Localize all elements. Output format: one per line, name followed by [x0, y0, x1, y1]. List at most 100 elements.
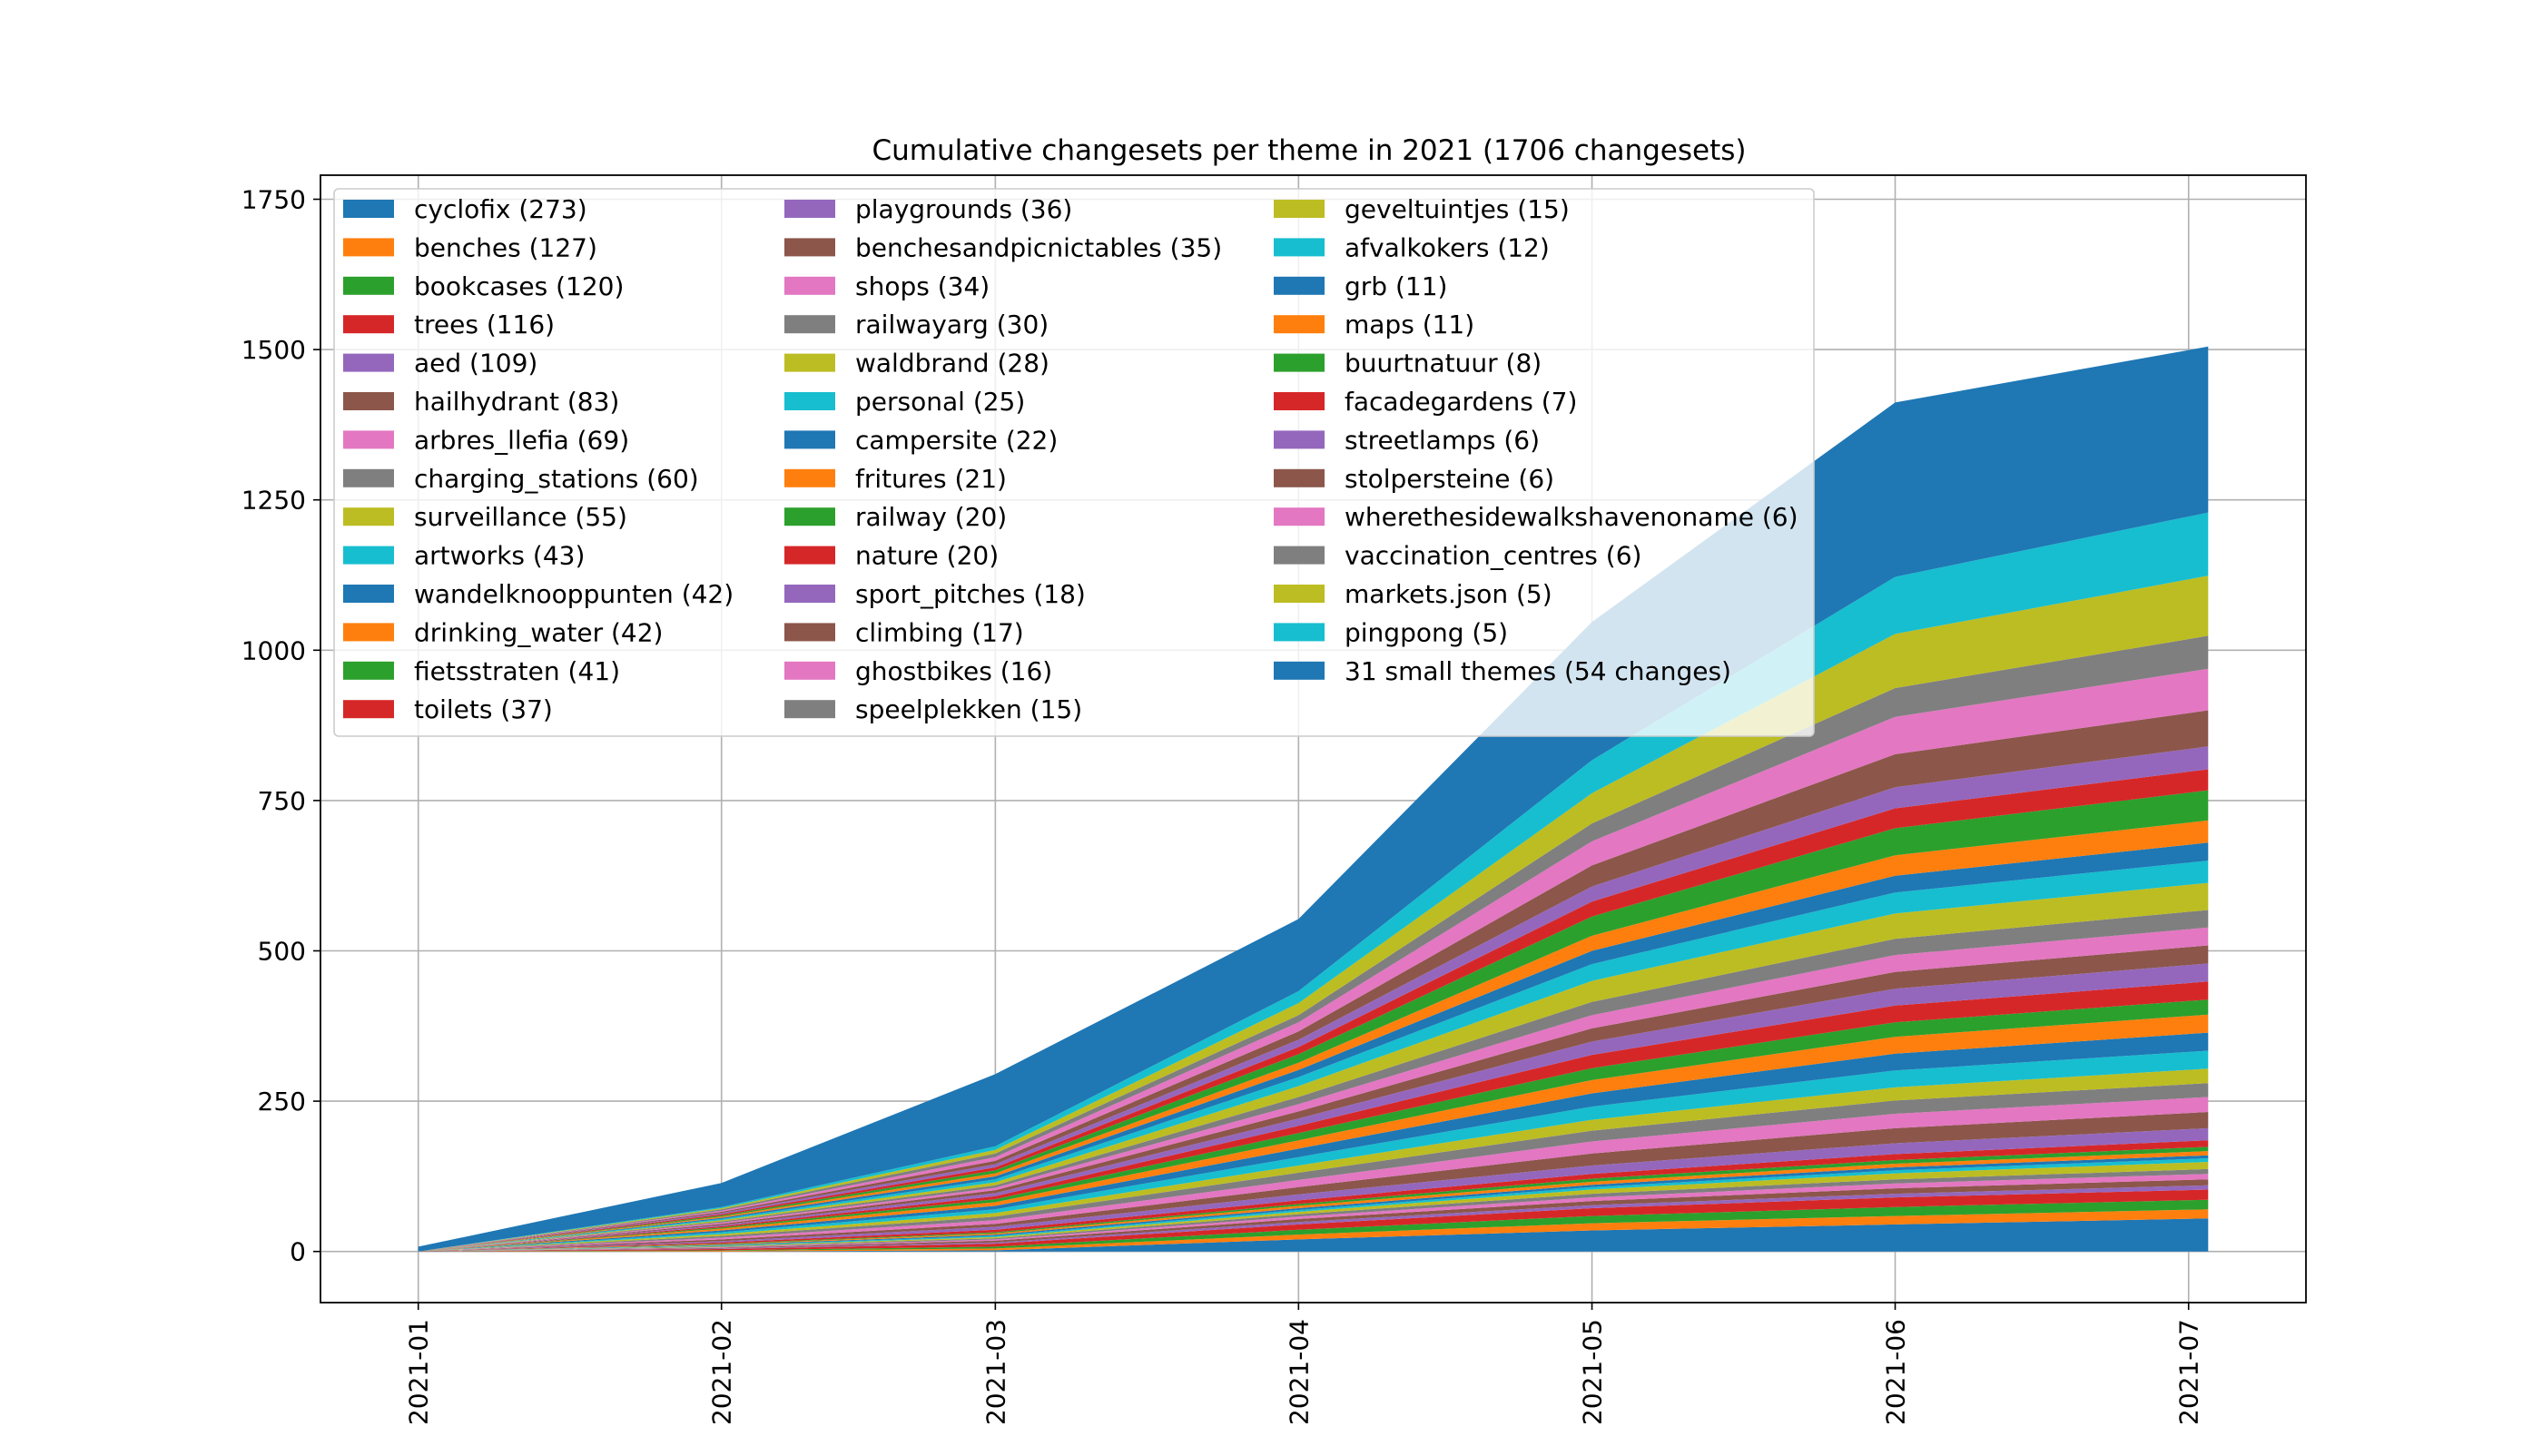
legend-swatch: [343, 200, 394, 218]
legend-label: nature (20): [855, 541, 999, 571]
area-series: [418, 963, 2209, 1252]
legend-label: playgrounds (36): [855, 194, 1072, 224]
area-series: [418, 1014, 2209, 1252]
legend-swatch: [784, 507, 835, 526]
legend-swatch: [784, 623, 835, 642]
legend-label: pingpong (5): [1345, 617, 1508, 647]
legend-swatch: [343, 392, 394, 410]
legend-swatch: [343, 623, 394, 642]
area-series: [418, 1168, 2209, 1252]
legend-label: surveillance (55): [414, 502, 627, 532]
legend-label: geveltuintjes (15): [1345, 194, 1570, 224]
legend-swatch: [784, 353, 835, 372]
legend-label: shops (34): [855, 271, 990, 301]
chart-title: Cumulative changesets per theme in 2021 …: [872, 134, 1746, 167]
area-series: [418, 999, 2209, 1252]
legend-swatch: [343, 546, 394, 565]
x-tick-label: 2021-01: [404, 1319, 434, 1425]
area-series: [418, 1158, 2209, 1252]
legend-swatch: [1274, 276, 1325, 295]
area-series: [418, 1112, 2209, 1252]
y-tick-label: 250: [258, 1087, 306, 1117]
legend-label: markets.json (5): [1345, 579, 1552, 609]
area-series: [418, 882, 2209, 1252]
legend-swatch: [343, 700, 394, 719]
legend-swatch: [343, 585, 394, 603]
y-tick-label: 1000: [241, 635, 306, 665]
y-tick-label: 0: [290, 1237, 306, 1267]
area-series: [418, 576, 2209, 1252]
legend-label: railwayarg (30): [855, 310, 1049, 339]
legend-box: [333, 188, 1815, 737]
area-series: [418, 1218, 2209, 1252]
legend-swatch: [784, 200, 835, 218]
x-tick-label: 2021-06: [1881, 1319, 1911, 1425]
legend-swatch: [343, 468, 394, 487]
axes-layer: 0 250 500 750 1000 1250 1500 1750 2021-01 2021-02…: [241, 174, 2307, 1425]
y-tick-label: 1500: [241, 335, 306, 365]
area-series: [418, 1146, 2209, 1252]
legend-swatch: [1274, 507, 1325, 526]
legend-swatch: [784, 585, 835, 603]
area-series: [418, 1083, 2209, 1252]
legend-label: waldbrand (28): [855, 349, 1049, 379]
legend-swatch: [343, 276, 394, 295]
legend-swatch: [343, 507, 394, 526]
legend-label: railway (20): [855, 502, 1007, 532]
legend-label: artworks (43): [414, 541, 585, 571]
y-tick-label: 1750: [241, 184, 306, 214]
area-series: [418, 1127, 2209, 1252]
legend-swatch: [343, 238, 394, 257]
area-series: [418, 1162, 2209, 1252]
legend-swatch: [1274, 315, 1325, 334]
legend-label: bookcases (120): [414, 271, 624, 301]
legend-label: vaccination_centres (6): [1345, 541, 1641, 571]
legend-label: aed (109): [414, 349, 537, 379]
x-tick-label: 2021-05: [1578, 1319, 1608, 1425]
x-tick-label: 2021-07: [2174, 1319, 2204, 1425]
legend-label: fietsstraten (41): [414, 656, 620, 686]
area-series: [418, 1050, 2209, 1252]
area-series: [418, 668, 2209, 1252]
legend-swatch: [784, 315, 835, 334]
legend-label: cyclofix (273): [414, 194, 587, 224]
legend-label: benchesandpicnictables (35): [855, 232, 1222, 262]
area-series: [418, 710, 2209, 1252]
area-series: [418, 1155, 2209, 1252]
legend-label: wherethesidewalkshavenoname (6): [1345, 502, 1798, 532]
legend-swatch: [784, 392, 835, 410]
axes-frame: [320, 174, 2307, 1304]
legend-swatch: [1274, 430, 1325, 449]
legend-label: grb (11): [1345, 271, 1447, 301]
area-series: [418, 981, 2209, 1252]
legend-swatch: [784, 238, 835, 257]
legend: cyclofix (273) benches (127) bookcases (12…: [333, 188, 1815, 737]
legend-label: stolpersteine (6): [1345, 464, 1554, 494]
legend-label: campersite (22): [855, 425, 1058, 455]
area-series: [418, 1032, 2209, 1252]
legend-swatch: [343, 353, 394, 372]
area-series: [418, 861, 2209, 1252]
legend-label: buurtnatuur (8): [1345, 349, 1542, 379]
legend-swatch: [1274, 238, 1325, 257]
area-series: [418, 1185, 2209, 1252]
legend-label: wandelknooppunten (42): [414, 579, 734, 609]
y-tick-label: 750: [258, 786, 306, 816]
legend-swatch: [1274, 623, 1325, 642]
legend-swatch: [784, 468, 835, 487]
x-tick-label: 2021-02: [707, 1319, 737, 1425]
area-series: [418, 1179, 2209, 1252]
area-series: [418, 1068, 2209, 1252]
x-tick-label: 2021-03: [980, 1319, 1010, 1425]
legend-swatch: [1274, 392, 1325, 410]
area-series: [418, 1199, 2209, 1252]
legend-label: arbres_llefia (69): [414, 425, 629, 455]
area-series: [418, 1151, 2209, 1252]
legend-label: charging_stations (60): [414, 464, 699, 494]
legend-swatch: [343, 661, 394, 680]
legend-label: benches (127): [414, 232, 597, 262]
legend-label: maps (11): [1345, 310, 1474, 339]
area-series: [418, 927, 2209, 1252]
